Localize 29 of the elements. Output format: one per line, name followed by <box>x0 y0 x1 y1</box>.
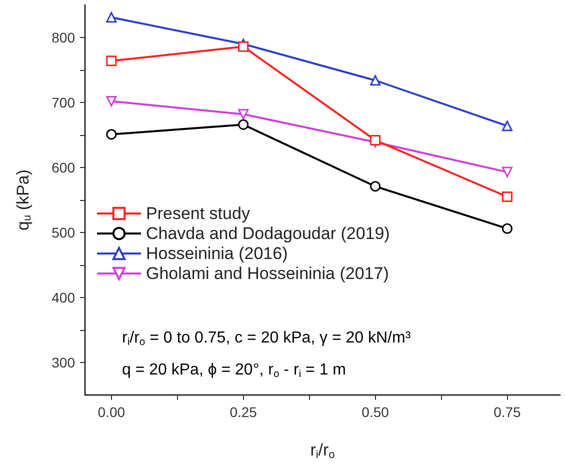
y-tick-label: 800 <box>52 30 76 46</box>
y-tick-label: 500 <box>52 224 76 240</box>
legend-label: Hosseininia (2016) <box>146 244 288 263</box>
legend-label: Chavda and Dodagoudar (2019) <box>146 224 390 243</box>
point <box>238 41 249 52</box>
point <box>370 75 381 86</box>
y-axis-title: qu (kPa) <box>13 170 34 230</box>
y-tick-label: 400 <box>52 290 76 306</box>
legend-label: Gholami and Hosseininia (2017) <box>146 264 389 283</box>
point <box>502 120 512 132</box>
point <box>106 56 117 66</box>
x-tick-label: 0.25 <box>230 404 258 420</box>
point <box>370 134 381 146</box>
y-tick-label: 300 <box>52 354 76 370</box>
point <box>370 181 381 192</box>
point <box>238 119 249 130</box>
x-tick-label: 0.00 <box>98 404 126 420</box>
point <box>502 166 512 178</box>
x-tick-label: 0.75 <box>494 404 522 420</box>
x-tick-label: 0.50 <box>362 404 390 420</box>
point <box>238 108 249 120</box>
y-tick-label: 600 <box>52 160 76 176</box>
point <box>106 96 117 106</box>
point <box>502 192 512 202</box>
point <box>502 223 512 234</box>
legend-label: Present study <box>146 204 250 223</box>
y-tick-label: 700 <box>52 94 76 110</box>
point <box>106 12 117 23</box>
point <box>106 129 117 140</box>
